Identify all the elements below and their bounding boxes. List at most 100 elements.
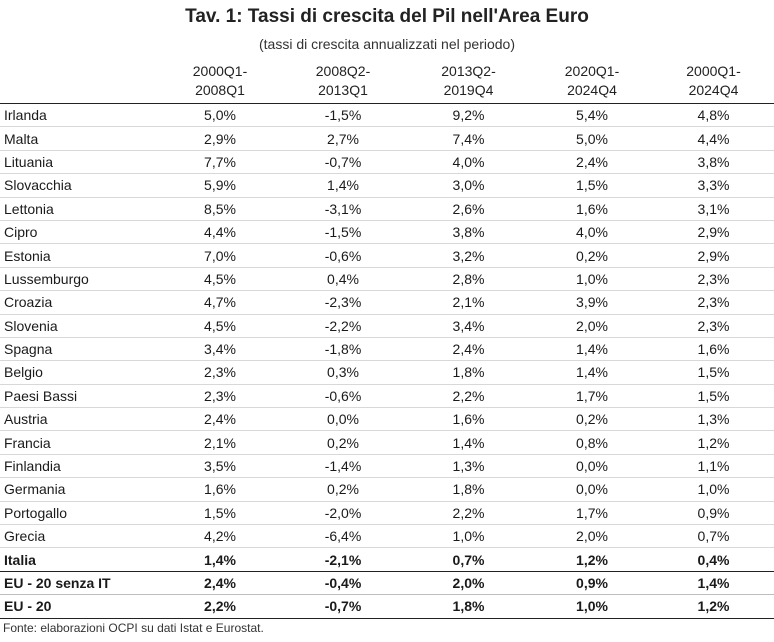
column-header-period-3: 2013Q2- 2019Q4 — [406, 59, 531, 104]
table-row: Malta 2,9% 2,7% 7,4% 5,0% 4,4% — [0, 126, 774, 151]
table-row: Cipro 4,4% -1,5% 3,8% 4,0% 2,9% — [0, 220, 774, 245]
value-cell: 1,2% — [531, 547, 653, 572]
value-cell: 2,0% — [406, 571, 531, 596]
table-subtitle: (tassi di crescita annualizzati nel peri… — [258, 36, 515, 52]
value-cell: 5,9% — [160, 173, 280, 198]
value-cell: 3,8% — [653, 150, 774, 175]
table-row: Belgio 2,3% 0,3% 1,8% 1,4% 1,5% — [0, 360, 774, 385]
value-cell: 3,4% — [160, 337, 280, 362]
table-row: Finlandia 3,5% -1,4% 1,3% 0,0% 1,1% — [0, 454, 774, 479]
value-cell: 1,1% — [653, 454, 774, 479]
country-cell: Belgio — [0, 360, 160, 385]
table-row: Irlanda 5,0% -1,5% 9,2% 5,4% 4,8% — [0, 103, 774, 128]
value-cell: -1,4% — [280, 454, 406, 479]
value-cell: 7,4% — [406, 126, 531, 151]
value-cell: 3,1% — [653, 197, 774, 221]
value-cell: 2,6% — [406, 197, 531, 221]
column-header-period-1: 2000Q1- 2008Q1 — [160, 59, 280, 104]
value-cell: 0,4% — [280, 267, 406, 292]
value-cell: 9,2% — [406, 103, 531, 128]
value-cell: 0,7% — [653, 524, 774, 549]
table-row: Croazia 4,7% -2,3% 2,1% 3,9% 2,3% — [0, 290, 774, 315]
value-cell: 1,2% — [653, 594, 774, 619]
value-cell: 2,7% — [280, 126, 406, 151]
value-cell: 4,2% — [160, 524, 280, 549]
value-cell: 1,4% — [531, 360, 653, 385]
value-cell: 4,5% — [160, 314, 280, 338]
value-cell: 1,0% — [531, 594, 653, 619]
value-cell: 5,0% — [160, 103, 280, 128]
value-cell: 1,7% — [531, 501, 653, 526]
value-cell: 2,1% — [160, 430, 280, 455]
value-cell: 4,0% — [406, 150, 531, 175]
table-row: Germania 1,6% 0,2% 1,8% 0,0% 1,0% — [0, 477, 774, 502]
value-cell: 3,8% — [406, 220, 531, 245]
value-cell: 4,8% — [653, 103, 774, 128]
value-cell: -6,4% — [280, 524, 406, 549]
country-cell: Paesi Bassi — [0, 384, 160, 409]
value-cell: 2,0% — [531, 524, 653, 549]
value-cell: 3,9% — [531, 290, 653, 315]
value-cell: -2,0% — [280, 501, 406, 526]
value-cell: 2,9% — [653, 243, 774, 268]
value-cell: 1,8% — [406, 594, 531, 619]
value-cell: 0,0% — [531, 454, 653, 479]
value-cell: 2,3% — [653, 290, 774, 315]
value-cell: 2,4% — [160, 571, 280, 596]
value-cell: 7,0% — [160, 243, 280, 268]
value-cell: 5,4% — [531, 103, 653, 128]
value-cell: 2,1% — [406, 290, 531, 315]
value-cell: 2,2% — [406, 501, 531, 526]
table-row: Lituania 7,7% -0,7% 4,0% 2,4% 3,8% — [0, 150, 774, 175]
value-cell: 1,6% — [531, 197, 653, 221]
value-cell: 1,4% — [653, 571, 774, 596]
column-header-period-5: 2000Q1- 2024Q4 — [653, 59, 774, 104]
table-row: Spagna 3,4% -1,8% 2,4% 1,4% 1,6% — [0, 337, 774, 362]
value-cell: 3,3% — [653, 173, 774, 198]
value-cell: 1,0% — [406, 524, 531, 549]
value-cell: 1,5% — [531, 173, 653, 198]
value-cell: 0,2% — [531, 243, 653, 268]
country-cell: Malta — [0, 126, 160, 151]
value-cell: -0,7% — [280, 594, 406, 619]
value-cell: 1,4% — [531, 337, 653, 362]
value-cell: 0,0% — [531, 477, 653, 502]
value-cell: 1,6% — [653, 337, 774, 362]
value-cell: 2,9% — [160, 126, 280, 151]
table-title: Tav. 1: Tassi di crescita del Pil nell'A… — [185, 6, 589, 27]
header-row: 2000Q1- 2008Q1 2008Q2- 2013Q1 2013Q2- 20… — [0, 59, 774, 104]
table-row: Portogallo 1,5% -2,0% 2,2% 1,7% 0,9% — [0, 501, 774, 526]
value-cell: 1,7% — [531, 384, 653, 409]
country-cell: Austria — [0, 407, 160, 432]
value-cell: 3,4% — [406, 314, 531, 338]
value-cell: 1,4% — [280, 173, 406, 198]
value-cell: 1,6% — [406, 407, 531, 432]
country-cell: Irlanda — [0, 103, 160, 128]
table-body: Irlanda 5,0% -1,5% 9,2% 5,4% 4,8% Malta 2,9% 2,7… — [0, 103, 774, 619]
value-cell: 7,7% — [160, 150, 280, 175]
value-cell: -1,8% — [280, 337, 406, 362]
value-cell: 2,0% — [531, 314, 653, 338]
value-cell: 2,3% — [653, 314, 774, 338]
value-cell: 0,4% — [653, 547, 774, 572]
country-cell: Slovenia — [0, 314, 160, 338]
table-row: Slovenia 4,5% -2,2% 3,4% 2,0% 2,3% — [0, 314, 774, 338]
value-cell: 3,5% — [160, 454, 280, 479]
value-cell: 2,4% — [406, 337, 531, 362]
table-row: Estonia 7,0% -0,6% 3,2% 0,2% 2,9% — [0, 243, 774, 268]
country-cell: EU - 20 senza IT — [0, 571, 160, 596]
value-cell: 3,0% — [406, 173, 531, 198]
growth-table: 2000Q1- 2008Q1 2008Q2- 2013Q1 2013Q2- 20… — [0, 59, 774, 619]
value-cell: 4,7% — [160, 290, 280, 315]
value-cell: 1,6% — [160, 477, 280, 502]
value-cell: 1,4% — [160, 547, 280, 572]
value-cell: 1,3% — [653, 407, 774, 432]
country-cell: Francia — [0, 430, 160, 455]
column-header-country — [0, 59, 160, 104]
country-cell: Slovacchia — [0, 173, 160, 198]
value-cell: -0,6% — [280, 243, 406, 268]
value-cell: 1,5% — [653, 384, 774, 409]
value-cell: 1,8% — [406, 477, 531, 502]
country-cell: Portogallo — [0, 501, 160, 526]
value-cell: -1,5% — [280, 220, 406, 245]
